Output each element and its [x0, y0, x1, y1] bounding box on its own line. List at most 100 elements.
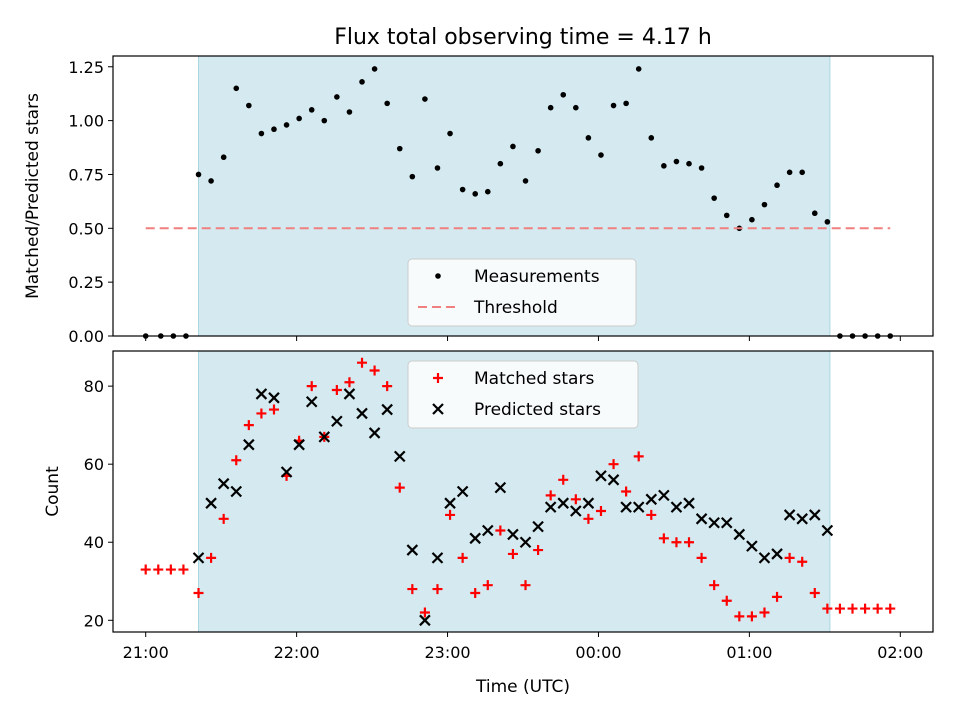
measurement-point — [321, 117, 328, 124]
measurement-point — [686, 160, 692, 167]
y-tick-label: 0.00 — [68, 327, 104, 346]
y-tick-label: 60 — [84, 455, 104, 474]
y-axis-label: Count — [43, 466, 63, 517]
matched-star-point — [797, 556, 808, 567]
predicted-star-point — [444, 497, 456, 509]
matched-star-point — [671, 537, 682, 548]
legend-label: Predicted stars — [474, 400, 601, 420]
matched-star-point — [633, 451, 644, 462]
matched-star-point — [520, 580, 531, 591]
matched-star-point — [419, 607, 430, 618]
measurement-point — [623, 100, 629, 107]
chart-title: Flux total observing time = 4.17 h — [334, 25, 712, 50]
predicted-star-point — [381, 403, 393, 416]
predicted-star-point — [720, 516, 733, 529]
matched-star-point — [822, 603, 833, 614]
matched-star-point — [193, 587, 204, 598]
predicted-star-point — [557, 497, 570, 509]
measurement-point — [610, 102, 617, 109]
measurement-point — [296, 115, 302, 122]
legend-matched-marker — [433, 373, 443, 383]
measurement-point — [711, 195, 717, 201]
x-tick-label: 23:00 — [424, 643, 470, 662]
predicted-star-point — [255, 388, 268, 400]
matched-star-point — [243, 420, 254, 431]
matched-star-point — [583, 513, 594, 524]
predicted-star-point — [419, 614, 431, 627]
measurement-point — [573, 104, 579, 111]
matched-star-point — [784, 552, 795, 563]
measurement-point — [497, 160, 504, 167]
matched-star-point — [394, 482, 405, 493]
predicted-star-point — [469, 532, 481, 545]
matched-star-point — [495, 525, 506, 536]
legend-box — [407, 258, 637, 327]
predicted-star-point — [230, 485, 243, 498]
measurement-point — [560, 91, 567, 98]
star-count-panel: 20 40 60 80 21:00 22:00 23:00 00:00 01:00 02:00 Co… — [43, 350, 934, 662]
predicted-star-point — [670, 501, 683, 513]
measurement-point — [359, 79, 365, 85]
predicted-star-point — [393, 450, 406, 463]
matched-star-point — [331, 385, 342, 396]
y-tick-label: 1.25 — [68, 58, 104, 77]
predicted-star-point — [632, 501, 645, 513]
predicted-star-point — [280, 466, 293, 478]
predicted-star-point — [482, 524, 494, 537]
predicted-star-point — [771, 548, 783, 560]
y-tick-label: 0.75 — [68, 165, 104, 184]
measurement-point — [774, 182, 780, 189]
legend-label: Measurements — [474, 267, 600, 287]
x-tick-label: 00:00 — [575, 643, 621, 662]
measurement-point — [824, 219, 831, 225]
matched-star-point — [746, 611, 757, 622]
y-tick-label: 80 — [84, 377, 104, 396]
predicted-star-point — [368, 427, 381, 439]
predicted-star-point — [658, 489, 670, 502]
matched-star-point — [482, 580, 493, 591]
x-tick-label: 02:00 — [877, 643, 923, 662]
matched-star-point — [709, 580, 720, 591]
matched-star-point — [834, 603, 845, 614]
x-axis-label: Time (UTC) — [475, 677, 570, 697]
predicted-star-point — [331, 415, 343, 428]
plot-frame — [112, 55, 934, 337]
measurement-point — [547, 104, 554, 111]
predicted-star-point — [356, 407, 368, 420]
measurement-point — [673, 158, 680, 165]
matched-star-point — [470, 587, 481, 598]
y-axis-label: Matched/Predicted stars — [23, 93, 43, 299]
plot-frame — [112, 350, 934, 633]
matched-star-point — [608, 459, 619, 470]
measurement-point — [308, 107, 315, 113]
matched-star-point — [533, 545, 544, 556]
predicted-star-point — [683, 497, 695, 509]
matched-star-point — [734, 611, 745, 622]
predicted-star-point — [293, 438, 305, 451]
measurement-point — [384, 100, 390, 107]
measurement-point — [472, 191, 479, 197]
measurement-point — [447, 130, 453, 137]
matched-star-point — [621, 486, 632, 497]
measurement-point — [283, 122, 290, 128]
measurement-point — [409, 173, 416, 180]
predicted-star-point — [519, 536, 532, 549]
legend-label: Threshold — [473, 298, 558, 318]
matched-star-point — [885, 603, 896, 614]
x-tick-label: 21:00 — [123, 643, 169, 662]
matched-star-point — [847, 603, 858, 614]
measurement-point — [434, 165, 441, 171]
measurement-point — [648, 135, 655, 141]
measurement-point — [535, 147, 541, 154]
matched-star-point — [178, 564, 189, 575]
matched-star-point — [570, 494, 581, 505]
predicted-star-point — [620, 501, 632, 513]
predicted-star-point — [758, 552, 771, 564]
predicted-star-point — [645, 493, 658, 506]
y-tick-label: 40 — [84, 533, 104, 552]
measurement-point — [208, 178, 214, 184]
predicted-star-point — [305, 395, 318, 408]
matched-star-point — [153, 564, 164, 575]
measurement-point — [271, 126, 277, 133]
